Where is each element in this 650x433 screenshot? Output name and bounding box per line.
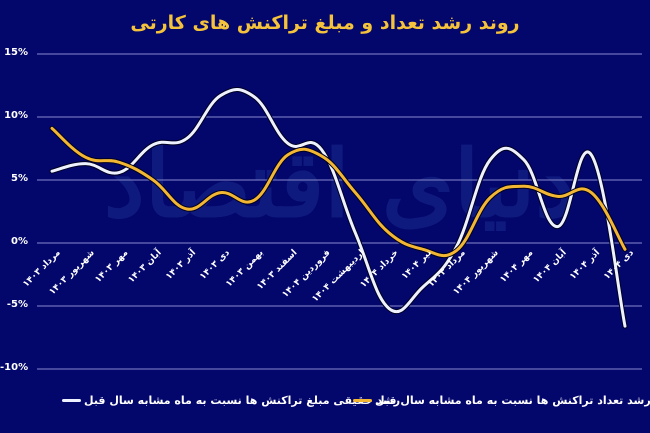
legend-label-amount: رشد حقیقی مبلغ تراکنش ها نسبت به ماه مشا… xyxy=(84,394,401,407)
legend-item-count[interactable]: رشد تعداد تراکنش ها نسبت به ماه مشابه سا… xyxy=(353,394,650,407)
y-tick-label: 15% xyxy=(4,47,28,58)
y-tick-label: 0% xyxy=(11,236,28,247)
y-tick-label: -10% xyxy=(0,362,29,373)
series-line-count xyxy=(50,126,627,258)
legend-label-count: رشد تعداد تراکنش ها نسبت به ماه مشابه سا… xyxy=(375,394,650,407)
legend-swatch-yellow xyxy=(353,399,372,402)
y-tick-label: -5% xyxy=(6,299,28,310)
series-lines xyxy=(49,87,628,329)
legend-swatch-white xyxy=(62,399,81,402)
gridlines xyxy=(37,53,642,370)
series-line-amount xyxy=(50,88,627,328)
y-tick-label: 5% xyxy=(11,173,28,184)
y-tick-label: 10% xyxy=(4,110,28,121)
series-shadow xyxy=(49,87,628,329)
legend-item-amount[interactable]: رشد حقیقی مبلغ تراکنش ها نسبت به ماه مشا… xyxy=(62,394,400,407)
chart-title: روند رشد تعداد و مبلغ تراکنش های کارتی xyxy=(130,12,520,34)
